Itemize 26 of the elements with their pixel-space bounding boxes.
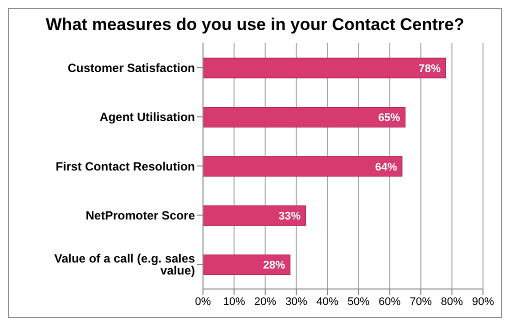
bar (203, 254, 290, 276)
data-label: 33% (278, 210, 301, 223)
bar (203, 205, 306, 226)
data-label: 64% (375, 161, 398, 174)
bar (203, 58, 446, 78)
x-tick-label: 40% (316, 296, 339, 308)
y-tick-label: Agent Utilisation (100, 110, 195, 124)
y-tick-label: Customer Satisfaction (68, 60, 195, 75)
y-tick-label: First Contact Resolution (56, 159, 195, 174)
x-tick-label: 10% (223, 296, 246, 308)
bar (203, 156, 402, 177)
x-tick-label: 0% (195, 296, 212, 308)
x-tick-label: 90% (472, 296, 494, 308)
chart-title: What measures do you use in your Contact Centre? (44, 14, 466, 36)
x-tick-label: 30% (285, 296, 308, 308)
x-tick-label: 70% (410, 296, 432, 308)
y-tick-label: NetPromoter Score (86, 208, 196, 222)
bar (203, 106, 406, 128)
data-label: 28% (263, 260, 286, 272)
y-tick-label: Value of a call (e.g. sales value) (54, 252, 196, 278)
x-tick-label: 20% (254, 296, 276, 308)
x-tick-label: 80% (440, 296, 464, 308)
data-label: 78% (418, 62, 441, 75)
x-tick-label: 50% (348, 296, 370, 308)
data-label: 65% (378, 112, 400, 124)
x-tick-label: 60% (378, 296, 401, 308)
